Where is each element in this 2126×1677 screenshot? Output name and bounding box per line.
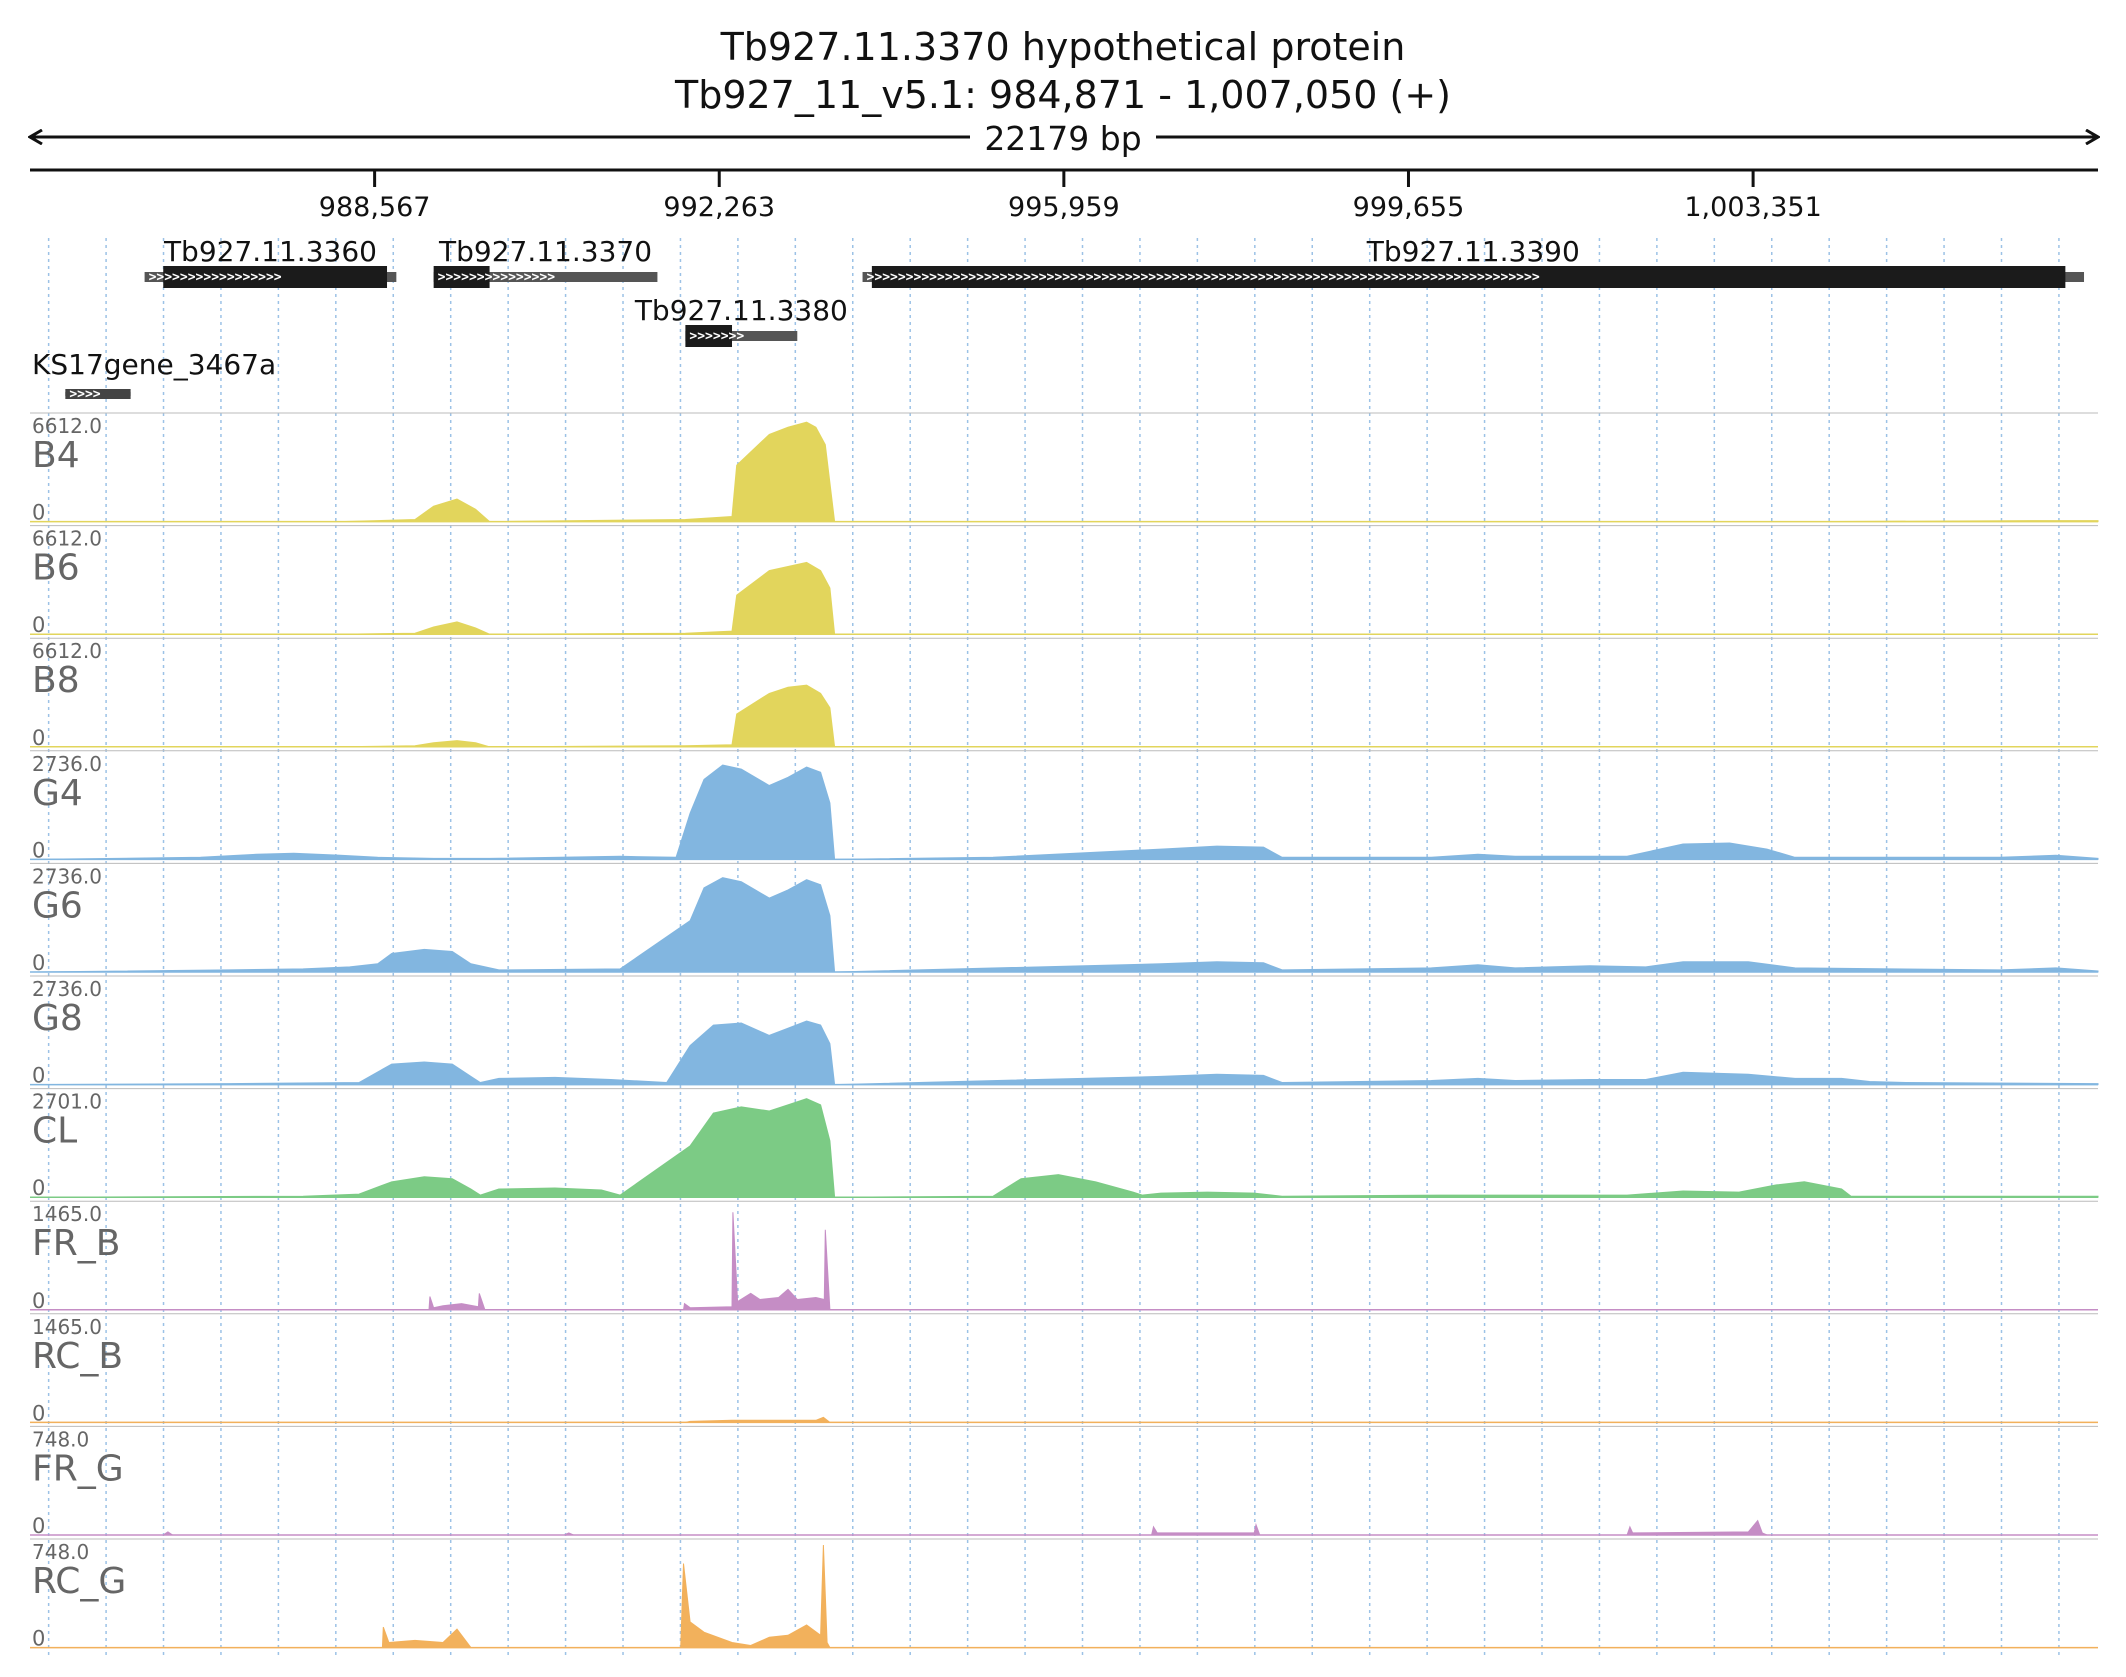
gene-utr — [685, 331, 798, 341]
coverage-tracks: 6612.0B406612.0B606612.0B802736.0G402736… — [29, 412, 2099, 1651]
ruler-tick-label: 988,567 — [319, 192, 431, 223]
track-name-label: G6 — [32, 885, 83, 926]
coverage-area — [29, 764, 2099, 860]
track-min-label: 0 — [32, 1289, 45, 1313]
coverage-area — [30, 684, 2098, 748]
track-FR_B: 1465.0FR_B 0 — [30, 1200, 2098, 1313]
coverage-area — [30, 561, 2098, 635]
track-RC_G: 748.0RC_G 0 — [30, 1538, 2098, 1651]
track-G4: 2736.0G4 0 — [29, 750, 2099, 862]
strand-chevrons: >>>>>>>>>>>>>>> — [438, 270, 556, 285]
gene-Tb927.11.3370[interactable]: >>>>>>>>>>>>>>> Tb927.11.3370 — [433, 235, 658, 288]
track-B4: 6612.0B4 0 — [30, 412, 2099, 525]
track-G6: 2736.0G6 0 — [29, 862, 2099, 975]
strand-chevrons: >>>> — [69, 387, 100, 402]
gene-cds — [163, 266, 388, 288]
track-max-label: 6612.0 — [32, 639, 102, 663]
coverage-area — [30, 1544, 2098, 1649]
coverage-area — [30, 1519, 2098, 1536]
strand-chevrons: >>>>>>> — [689, 329, 744, 344]
ruler-tick-label: 992,263 — [663, 192, 775, 223]
track-min-label: 0 — [32, 1627, 45, 1651]
ruler-tick-label: 1,003,351 — [1684, 192, 1821, 223]
track-name-label: B6 — [32, 548, 80, 589]
locus-coordinates: Tb927_11_v5.1: 984,871 - 1,007,050 (+) — [674, 73, 1451, 117]
gene-label: Tb927.11.3390 — [1366, 235, 1580, 268]
track-min-label: 0 — [32, 1064, 45, 1088]
track-name-label: CL — [32, 1111, 77, 1152]
track-name-label: G4 — [32, 773, 83, 814]
track-B8: 6612.0B8 0 — [30, 637, 2098, 750]
track-max-label: 748.0 — [32, 1540, 89, 1564]
gene-annotation-track: >>>>>>>>>>>>>>>>>Tb927.11.3360>>>>>>>>>>… — [32, 235, 2085, 402]
coverage-area — [30, 1416, 2098, 1423]
gene-cds — [433, 266, 490, 288]
track-max-label: 2701.0 — [32, 1090, 102, 1114]
ruler-ticks: 988,567 992,263 995,959 999,655 1,003,351 — [319, 170, 1822, 223]
track-name-label: G8 — [32, 998, 83, 1039]
track-name-label: RC_B — [32, 1336, 123, 1377]
coverage-area — [30, 421, 2099, 523]
track-G8: 2736.0G8 0 — [29, 975, 2099, 1088]
ruler-tick-label: 999,655 — [1353, 192, 1465, 223]
track-min-label: 0 — [32, 1176, 45, 1200]
gene-cds — [685, 325, 733, 347]
track-min-label: 0 — [32, 951, 45, 975]
span-length-label: 22179 bp — [984, 119, 1141, 158]
gene-Tb927.11.3360[interactable]: >>>>>>>>>>>>>>>>> Tb927.11.3360 — [144, 235, 397, 288]
gene-utr — [433, 272, 658, 282]
track-RC_B: 1465.0RC_B 0 — [30, 1313, 2098, 1425]
gene-body — [65, 389, 131, 399]
track-name-label: B4 — [32, 435, 80, 476]
gene-Tb927.11.3390[interactable]: >>>>>>>>>>>>>>>>>>>>>>>>>>>>>>>>>>>>>>>>… — [862, 235, 2085, 288]
gene-KS17gene_3467a[interactable]: >>>> KS17gene_3467a — [32, 348, 276, 402]
track-min-label: 0 — [32, 613, 45, 637]
strand-chevrons: >>>>>>>>>>>>>>>>>>>>>>>>>>>>>>>>>>>>>>>>… — [867, 270, 1540, 285]
track-min-label: 0 — [32, 1401, 45, 1425]
coverage-area — [29, 877, 2099, 973]
track-max-label: 6612.0 — [32, 414, 102, 438]
track-name-label: B8 — [32, 660, 80, 701]
coverage-area — [29, 1098, 2099, 1198]
track-max-label: 6612.0 — [32, 527, 102, 551]
coverage-area — [30, 1212, 2098, 1311]
track-B6: 6612.0B6 0 — [30, 525, 2098, 637]
track-max-label: 1465.0 — [32, 1202, 102, 1226]
track-min-label: 0 — [32, 1514, 45, 1538]
gene-label: Tb927.11.3380 — [634, 294, 848, 327]
track-max-label: 748.0 — [32, 1427, 89, 1451]
gene-Tb927.11.3380[interactable]: >>>>>>> Tb927.11.3380 — [634, 294, 848, 347]
track-name-label: FR_B — [32, 1223, 120, 1264]
ruler-tick-label: 995,959 — [1008, 192, 1120, 223]
track-max-label: 2736.0 — [32, 864, 102, 888]
gridlines — [47, 238, 2060, 1656]
track-min-label: 0 — [32, 838, 45, 862]
track-CL: 2701.0CL 0 — [29, 1088, 2099, 1200]
track-FR_G: 748.0FR_G 0 — [30, 1425, 2098, 1538]
track-min-label: 0 — [32, 501, 45, 525]
strand-chevrons: >>>>>>>>>>>>>>>>> — [149, 270, 282, 285]
gene-label: Tb927.11.3360 — [163, 235, 377, 268]
coverage-area — [29, 1020, 2099, 1086]
track-min-label: 0 — [32, 726, 45, 750]
track-name-label: RC_G — [32, 1561, 126, 1602]
track-max-label: 2736.0 — [32, 977, 102, 1001]
gene-label: Tb927.11.3370 — [438, 235, 652, 268]
gene-cds — [871, 266, 2066, 288]
gene-label: KS17gene_3467a — [32, 348, 276, 381]
track-max-label: 2736.0 — [32, 752, 102, 776]
locus-title: Tb927.11.3370 hypothetical protein — [720, 25, 1406, 69]
track-name-label: FR_G — [32, 1448, 124, 1489]
track-max-label: 1465.0 — [32, 1315, 102, 1339]
